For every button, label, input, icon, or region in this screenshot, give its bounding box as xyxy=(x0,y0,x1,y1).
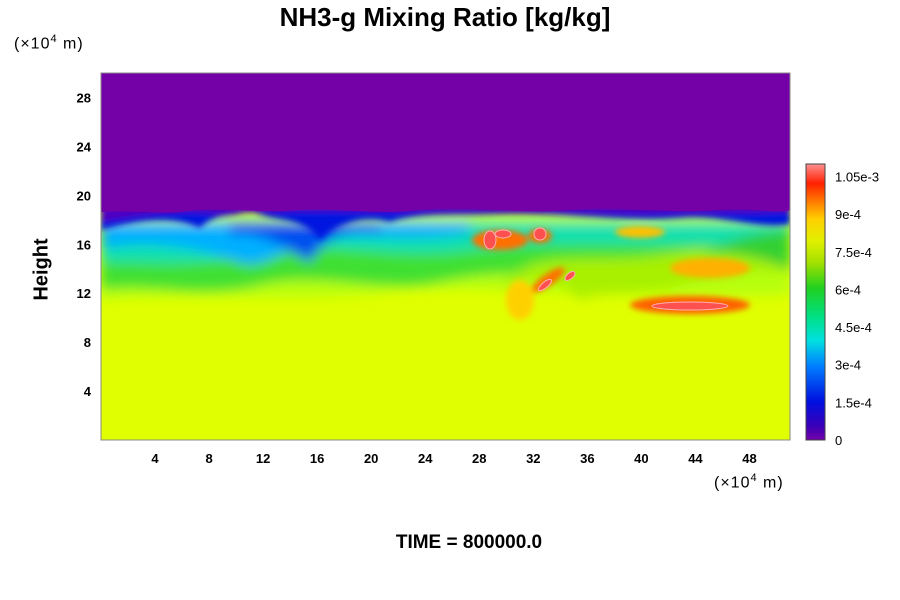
x-tick-label: 36 xyxy=(580,451,594,466)
x-tick-labels: 4 8 12 16 20 24 28 32 36 40 44 48 xyxy=(151,451,756,466)
y-tick-labels: 4 8 12 16 20 24 28 xyxy=(77,90,92,399)
colorbar xyxy=(805,163,826,441)
colorbar-tick-label: 6e-4 xyxy=(835,282,861,297)
colorbar-tick-label: 0 xyxy=(835,433,842,448)
x-tick-label: 8 xyxy=(205,451,212,466)
y-axis-unit: (×104 m) xyxy=(14,33,84,53)
y-tick-label: 16 xyxy=(77,237,91,252)
y-tick-label: 8 xyxy=(84,335,91,350)
plot-frame xyxy=(100,72,791,441)
x-tick-label: 28 xyxy=(472,451,486,466)
x-axis-unit: (×104 m) xyxy=(714,472,784,492)
x-tick-label: 24 xyxy=(418,451,433,466)
x-tick-label: 12 xyxy=(256,451,270,466)
chart-title: NH3-g Mixing Ratio [kg/kg] xyxy=(279,2,611,32)
colorbar-tick-label: 3e-4 xyxy=(835,358,861,373)
x-tick-label: 44 xyxy=(688,451,703,466)
y-tick-label: 12 xyxy=(77,286,91,301)
x-tick-label: 40 xyxy=(634,451,648,466)
x-tick-label: 16 xyxy=(310,451,324,466)
colorbar-tick-label: 9e-4 xyxy=(835,207,861,222)
colorbar-tick-labels: 0 1.5e-4 3e-4 4.5e-4 6e-4 7.5e-4 9e-4 1.05e-3 xyxy=(835,170,879,448)
y-tick-label: 4 xyxy=(84,384,92,399)
x-tick-label: 4 xyxy=(151,451,159,466)
colorbar-tick-label: 1.5e-4 xyxy=(835,395,872,410)
time-label: TIME = 800000.0 xyxy=(395,532,543,553)
x-tick-label: 48 xyxy=(742,451,756,466)
x-tick-label: 32 xyxy=(526,451,540,466)
colorbar-tick-label: 7.5e-4 xyxy=(835,245,872,260)
x-tick-label: 20 xyxy=(364,451,378,466)
colorbar-tick-label: 1.05e-3 xyxy=(835,170,879,185)
y-tick-label: 24 xyxy=(77,139,92,154)
y-tick-label: 28 xyxy=(77,90,91,105)
colorbar-tick-label: 4.5e-4 xyxy=(835,320,872,335)
heatmap-field xyxy=(101,73,790,440)
y-tick-label: 20 xyxy=(77,188,91,203)
